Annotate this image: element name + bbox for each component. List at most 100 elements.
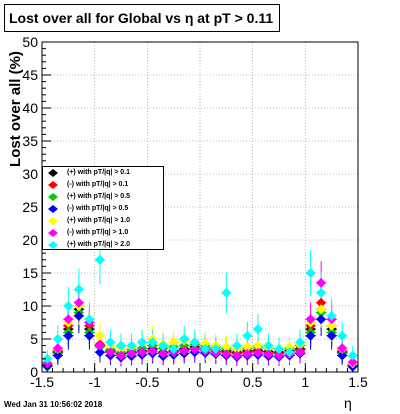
data-point [242, 349, 253, 360]
y-tick-label: 0 [30, 364, 38, 380]
data-point [337, 330, 348, 341]
data-point [316, 297, 327, 308]
data-point [326, 330, 337, 341]
data-point [295, 337, 306, 348]
data-point [116, 340, 126, 351]
data-point [52, 334, 63, 344]
legend-marker-2 [48, 193, 58, 201]
x-tick-label: 1 [301, 374, 309, 390]
legend-label: (+) with pT/|q| > 0.5 [67, 193, 131, 200]
chart-title: Lost over all for Global vs η at pT > 0.… [4, 4, 280, 32]
data-point [158, 340, 169, 351]
y-tick-label: 30 [22, 166, 38, 182]
legend-diamond [48, 205, 58, 213]
data-point [179, 345, 190, 356]
legend-marker-5 [48, 229, 58, 237]
legend-label: (+) with pT/|q| > 1.0 [67, 217, 131, 224]
data-point [52, 350, 63, 361]
legend: (+) with pT/|q| > 0.1 (-) with pT/|q| > … [42, 166, 164, 250]
x-tick-label: -1 [88, 374, 101, 390]
data-point [252, 324, 263, 335]
data-point [168, 343, 179, 354]
legend-marker-6 [48, 241, 58, 249]
data-point [63, 314, 74, 325]
data-point [105, 347, 116, 358]
data-point [305, 268, 316, 278]
data-point [316, 304, 327, 315]
data-point [94, 330, 105, 341]
data-point [347, 350, 358, 361]
legend-entry: (-) with pT/|q| > 0.1 [43, 179, 163, 191]
x-tick-label: -1.5 [30, 374, 54, 390]
data-point [326, 320, 337, 331]
data-point [274, 350, 284, 361]
legend-marker-4 [48, 217, 58, 225]
data-point [63, 330, 74, 341]
legend-diamond [48, 181, 58, 189]
data-point [84, 330, 95, 341]
data-point [126, 348, 137, 359]
legend-entry: (+) with pT/|q| > 1.0 [43, 215, 163, 227]
legend-label: (-) with pT/|q| > 1.0 [67, 229, 129, 236]
y-tick-label: 20 [22, 232, 38, 248]
data-point [168, 337, 179, 348]
x-tick-label: 1.5 [348, 374, 368, 390]
data-point [347, 357, 358, 368]
legend-diamond [48, 193, 58, 201]
data-point [231, 350, 242, 361]
legend-diamond [48, 217, 58, 225]
legend-diamond [48, 241, 58, 249]
y-tick-label: 10 [22, 298, 38, 314]
data-point [73, 310, 84, 321]
data-point [231, 340, 242, 351]
data-point [94, 254, 105, 265]
data-point [305, 314, 316, 325]
legend-entry: (+) with pT/|q| > 0.5 [43, 191, 163, 203]
legend-entry: (-) with pT/|q| > 1.0 [43, 227, 163, 239]
data-point [263, 349, 274, 360]
data-point [73, 297, 84, 308]
legend-entry: (+) with pT/|q| > 0.1 [43, 167, 163, 179]
data-point [221, 287, 232, 298]
data-point [337, 350, 348, 361]
legend-marker-0 [48, 169, 58, 177]
x-axis-label: η [344, 395, 352, 411]
data-point [105, 337, 116, 348]
legend-label: (-) with pT/|q| > 0.5 [67, 205, 129, 212]
legend-label: (+) with pT/|q| > 0.1 [67, 169, 131, 176]
data-point [63, 301, 74, 311]
data-point [305, 330, 316, 341]
data-point [147, 345, 158, 356]
data-point [337, 343, 348, 354]
data-point [189, 344, 200, 355]
legend-label: (+) with pT/|q| > 2.0 [67, 241, 131, 248]
legend-entry: (+) with pT/|q| > 2.0 [43, 239, 163, 251]
x-tick-label: 0.5 [243, 374, 263, 390]
timestamp-footer: Wed Jan 31 10:56:02 2018 [4, 400, 103, 409]
data-point [73, 284, 84, 295]
y-axis-label: Lost over all (%) [7, 51, 24, 167]
data-point [274, 343, 284, 354]
x-tick-label: -0.5 [135, 374, 159, 390]
data-point [252, 340, 263, 351]
legend-entry: (-) with pT/|q| > 0.5 [43, 203, 163, 215]
y-tick-label: 5 [30, 331, 38, 347]
data-point [221, 349, 232, 360]
data-point [52, 343, 63, 354]
y-tick-label: 25 [22, 199, 38, 215]
data-point [316, 277, 327, 288]
data-point [242, 330, 253, 341]
data-point [137, 337, 148, 348]
data-point [158, 348, 169, 359]
data-point [200, 343, 211, 354]
y-tick-label: 15 [22, 265, 38, 281]
x-tick-label: 0 [196, 374, 204, 390]
data-point [116, 350, 126, 361]
data-point [94, 347, 105, 358]
data-points [42, 254, 358, 372]
data-point [179, 334, 190, 344]
data-point [189, 337, 200, 348]
data-point [242, 341, 253, 352]
data-point [221, 341, 232, 352]
data-point [326, 310, 337, 321]
